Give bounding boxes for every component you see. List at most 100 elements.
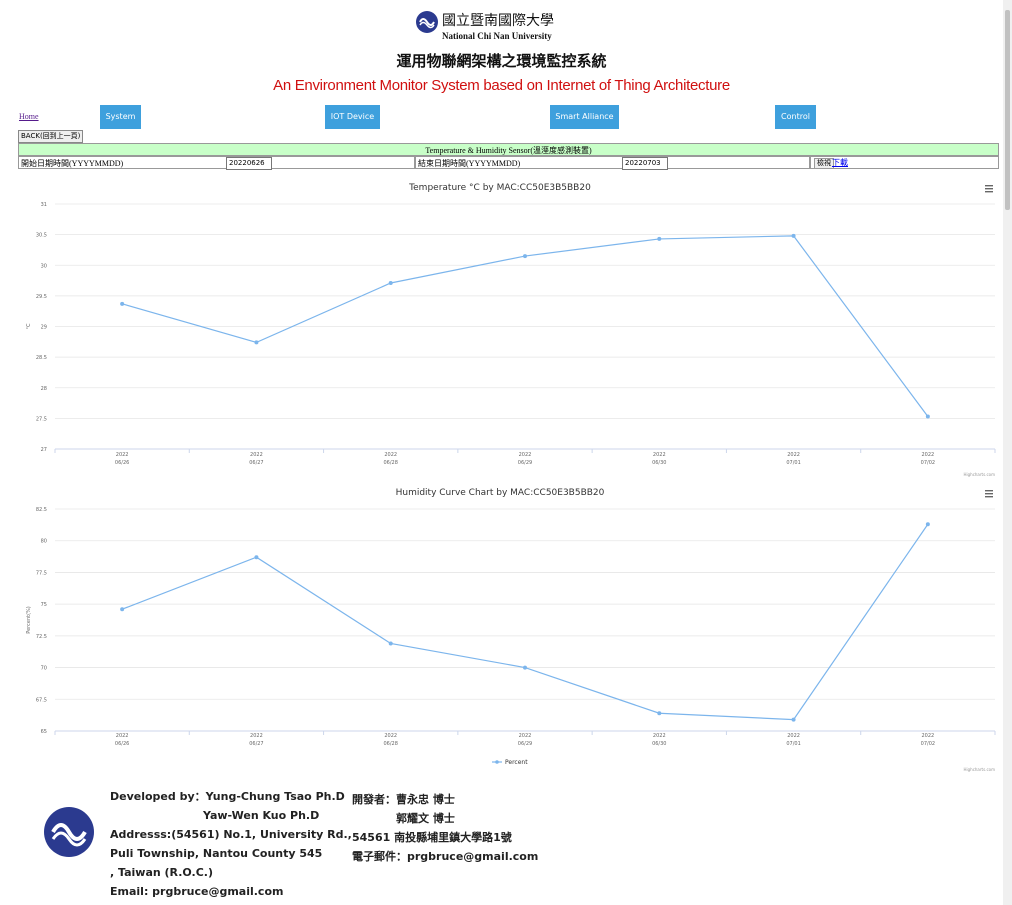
footer-en: Developed by：Yung-Chung Tsao Ph.D Yaw-Wen… [110, 787, 352, 901]
x-tick-label: 07/02 [921, 460, 935, 466]
y-tick-label: 67.5 [36, 697, 47, 703]
menu-icon [985, 496, 993, 498]
menu-icon [985, 185, 993, 187]
title-zh: 運用物聯網架構之環境監控系統 [396, 52, 607, 70]
y-tick-label: 80 [41, 539, 47, 545]
menu-icon [985, 493, 993, 495]
y-tick-label: 77.5 [36, 570, 47, 576]
data-point [657, 236, 662, 241]
y-tick-label: 75 [41, 602, 47, 608]
data-point [925, 522, 930, 527]
data-point [120, 301, 125, 306]
y-axis-label: Percent(%) [26, 606, 32, 634]
nav-button[interactable]: System [100, 105, 141, 129]
x-tick-label: 2022 [787, 452, 800, 458]
y-tick-label: 65 [41, 729, 47, 735]
menu-icon [985, 490, 993, 492]
footer-line: Yaw-Wen Kuo Ph.D [203, 809, 320, 822]
x-tick-label: 06/27 [249, 741, 263, 747]
y-tick-label: 29 [41, 325, 47, 331]
data-point [657, 711, 662, 716]
series-line [121, 523, 929, 721]
y-tick-label: 31 [41, 202, 47, 208]
x-tick-label: 2022 [116, 452, 129, 458]
action-cell [810, 156, 999, 169]
end-input[interactable]: 20220703 [622, 157, 668, 170]
footer-line: Developed by：Yung-Chung Tsao Ph.D [110, 790, 345, 803]
nav-button[interactable]: Smart Alliance [550, 105, 619, 129]
logo [416, 11, 438, 33]
nav-button[interactable]: IOT Device [325, 105, 380, 129]
x-tick-label: 2022 [653, 733, 666, 739]
temperature-chart: Temperature °C by MAC:CC50E3B5BB20 °C 27 27… [26, 183, 996, 477]
y-tick-label: 28.5 [36, 355, 47, 361]
home-link[interactable]: Home [19, 112, 39, 121]
x-tick-label: 2022 [519, 452, 532, 458]
nav-button[interactable]: Control [775, 105, 816, 129]
end-label: 結束日期時間(YYYYMMDD) [415, 156, 810, 169]
x-tick-label: 06/26 [115, 741, 129, 747]
x-tick-label: 07/01 [786, 741, 800, 747]
form-heading: Temperature & Humidity Sensor(溫溼度感測裝置) [18, 143, 999, 156]
x-tick-label: 06/26 [115, 460, 129, 466]
y-tick-label: 27.5 [36, 416, 47, 422]
data-point [523, 665, 527, 670]
y-tick-label: 72.5 [36, 634, 47, 640]
y-tick-label: 30.5 [36, 233, 47, 239]
footer-logo [44, 807, 94, 857]
data-point [523, 254, 527, 259]
footer-line: 電子郵件：prgbruce@gmail.com [352, 850, 539, 863]
x-tick-label: 2022 [384, 452, 397, 458]
x-tick-label: 2022 [653, 452, 666, 458]
x-tick-label: 06/30 [652, 741, 666, 747]
y-tick-label: 27 [41, 447, 47, 453]
credits: Highcharts.com [964, 767, 996, 772]
start-input[interactable]: 20220626 [226, 157, 272, 170]
data-point [254, 555, 259, 560]
x-tick-label: 06/28 [384, 741, 398, 747]
download-link[interactable]: 下載 [832, 158, 848, 167]
x-tick-label: 2022 [921, 733, 934, 739]
x-tick-label: 2022 [787, 733, 800, 739]
menu-icon [985, 191, 993, 193]
y-tick-label: 29.5 [36, 294, 47, 300]
footer-line: Addresss:(54561) No.1, University Rd., [110, 828, 352, 841]
start-label: 開始日期時間(YYYYMMDD) [18, 156, 415, 169]
data-point [388, 281, 393, 286]
y-axis-label: °C [26, 323, 32, 330]
footer-line: 54561 南投縣埔里鎮大學路1號 [352, 831, 512, 844]
footer-line: 開發者：曹永忠 博士 [352, 793, 455, 806]
footer-line: , Taiwan (R.O.C.) [110, 866, 213, 879]
chart-title: Temperature °C by MAC:CC50E3B5BB20 [408, 183, 591, 193]
data-point [791, 717, 796, 722]
footer-line: 郭耀文 博士 [396, 812, 455, 825]
x-tick-label: 06/27 [249, 460, 263, 466]
data-point [254, 340, 259, 345]
data-point [388, 641, 393, 646]
legend-symbol [495, 760, 499, 764]
footer-line: Puli Township, Nantou County 545 [110, 847, 323, 860]
x-tick-label: 06/29 [518, 741, 532, 747]
title-en: An Environment Monitor System based on I… [273, 77, 730, 94]
view-button[interactable]: 檢視 [814, 158, 834, 169]
data-point [791, 233, 796, 238]
x-tick-label: 2022 [519, 733, 532, 739]
footer-zh: 開發者：曹永忠 博士郭耀文 博士 54561 南投縣埔里鎮大學路1號電子郵件：pr… [352, 790, 538, 866]
scrollbar[interactable] [1003, 0, 1012, 905]
x-tick-label: 2022 [250, 733, 263, 739]
x-tick-label: 2022 [250, 452, 263, 458]
menu-icon [985, 188, 993, 190]
university-zh: 國立暨南國際大學 [442, 13, 554, 29]
back-button[interactable]: BACK(回到上一頁) [18, 130, 84, 143]
university-en: National Chi Nan University [442, 31, 552, 41]
legend-label: Percent [505, 759, 528, 766]
y-tick-label: 28 [41, 386, 47, 392]
x-tick-label: 2022 [921, 452, 934, 458]
x-tick-label: 2022 [116, 733, 129, 739]
y-tick-label: 70 [41, 666, 47, 672]
y-tick-label: 82.5 [36, 507, 47, 513]
x-tick-label: 07/02 [921, 741, 935, 747]
x-tick-label: 06/28 [384, 460, 398, 466]
x-tick-label: 07/01 [786, 460, 800, 466]
